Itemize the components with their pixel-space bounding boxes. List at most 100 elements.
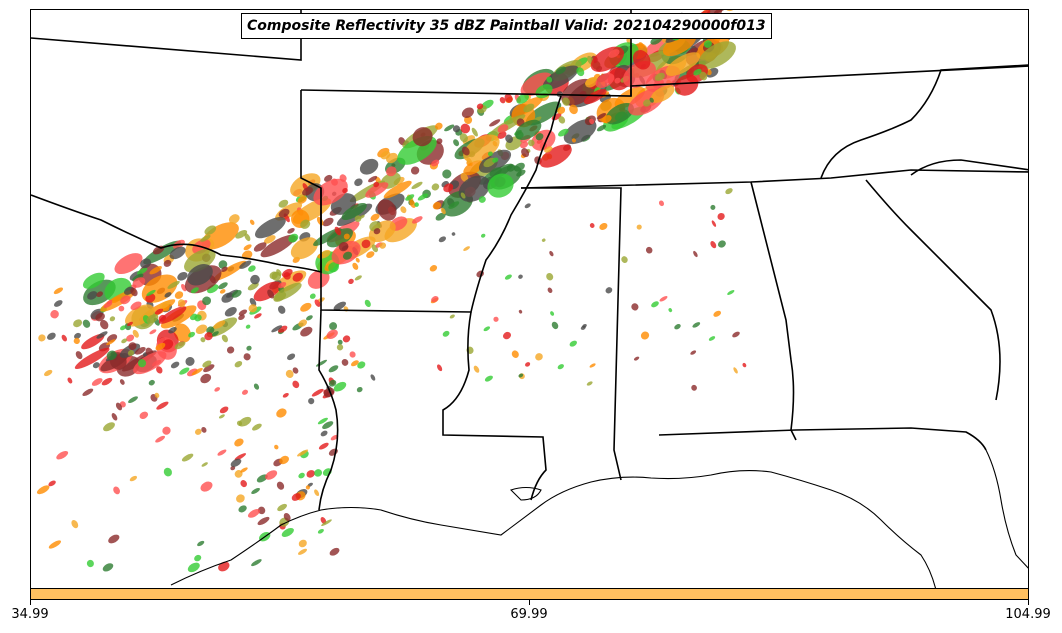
reflectivity-paintball-layer: [36, 10, 747, 573]
paintball-blob: [693, 68, 702, 76]
paintball-blob: [130, 287, 138, 297]
paintball-blob: [224, 307, 237, 317]
paintball-blob: [354, 275, 362, 281]
paintball-blob: [140, 258, 152, 269]
state-border: [521, 187, 622, 481]
paintball-blob: [520, 72, 553, 97]
paintball-blob: [412, 216, 423, 224]
paintball-blob: [200, 337, 206, 343]
paintball-blob: [67, 377, 73, 384]
paintball-blob: [431, 183, 440, 191]
paintball-blob: [585, 77, 598, 88]
paintball-blob: [333, 381, 347, 392]
paintball-blob: [638, 42, 644, 49]
paintball-blob: [302, 186, 313, 196]
paintball-blob: [213, 260, 247, 281]
paintball-blob: [305, 485, 310, 490]
paintball-blob: [200, 373, 212, 384]
paintball-blob: [383, 180, 412, 199]
paintball-blob: [86, 559, 94, 568]
state-border: [31, 90, 322, 274]
paintball-blob: [96, 331, 108, 339]
paintball-blob: [282, 392, 289, 398]
paintball-blob: [143, 240, 182, 265]
paintball-blob: [254, 313, 262, 319]
paintball-blob: [211, 331, 219, 337]
paintball-blob: [633, 356, 640, 361]
paintball-blob: [524, 203, 531, 209]
paintball-blob: [245, 324, 251, 329]
paintball-blob: [82, 272, 105, 289]
map-title: Composite Reflectivity 35 dBZ Paintball …: [241, 13, 772, 39]
paintball-blob: [466, 346, 474, 354]
paintball-blob: [614, 86, 645, 109]
paintball-blob: [111, 413, 118, 421]
paintball-blob: [690, 350, 697, 355]
paintball-blob: [370, 213, 380, 221]
paintball-blob: [665, 52, 701, 76]
paintball-blob: [557, 364, 564, 370]
paintball-blob: [151, 359, 162, 367]
paintball-blob: [650, 85, 675, 103]
paintball-blob: [118, 305, 125, 312]
paintball-blob: [373, 228, 381, 235]
paintball-blob: [154, 308, 164, 315]
paintball-blob: [221, 334, 229, 343]
paintball-blob: [47, 332, 56, 340]
colorbar-tick: [30, 600, 31, 605]
paintball-blob: [129, 475, 138, 482]
paintball-blob: [342, 187, 348, 194]
paintball-blob: [329, 322, 338, 331]
paintball-blob: [717, 213, 725, 220]
paintball-blob: [589, 118, 595, 125]
paintball-blob: [132, 273, 144, 282]
paintball-blob: [271, 325, 283, 333]
paintball-blob: [361, 239, 371, 249]
paintball-blob: [218, 260, 228, 269]
paintball-blob: [435, 122, 443, 130]
paintball-blob: [329, 547, 340, 556]
paintball-blob: [710, 204, 716, 210]
paintball-blob: [130, 301, 142, 311]
paintball-blob: [444, 124, 455, 132]
paintball-blob: [328, 365, 339, 373]
paintball-blob: [379, 242, 387, 249]
paintball-blob: [487, 151, 493, 157]
paintball-blob: [204, 332, 213, 341]
paintball-blob: [542, 65, 579, 90]
paintball-blob: [191, 368, 203, 376]
paintball-blob: [521, 148, 530, 158]
paintball-blob: [596, 112, 607, 120]
paintball-blob: [324, 174, 333, 182]
paintball-blob: [279, 455, 289, 465]
paintball-blob: [134, 346, 146, 355]
paintball-blob: [278, 199, 289, 208]
paintball-blob: [550, 311, 555, 316]
paintball-blob: [253, 383, 260, 390]
paintball-blob: [668, 308, 673, 313]
paintball-blob: [319, 249, 331, 259]
paintball-blob: [155, 435, 166, 443]
paintball-blob: [194, 428, 202, 435]
paintball-blob: [174, 341, 186, 350]
paintball-blob: [377, 199, 397, 221]
paintball-blob: [73, 337, 80, 344]
paintball-blob: [218, 282, 228, 290]
paintball-blob: [368, 175, 378, 183]
paintball-blob: [539, 144, 572, 168]
paintball-blob: [432, 201, 442, 210]
paintball-blob: [200, 234, 211, 242]
paintball-blob: [234, 453, 247, 461]
paintball-blob: [239, 260, 252, 269]
paintball-blob: [298, 319, 308, 327]
paintball-blob: [549, 250, 554, 257]
paintball-blob: [608, 49, 620, 58]
paintball-blob: [343, 233, 350, 240]
paintball-blob: [201, 427, 207, 433]
paintball-blob: [306, 315, 313, 321]
paintball-blob: [221, 292, 234, 303]
paintball-blob: [113, 486, 120, 495]
paintball-blob: [503, 331, 511, 340]
paintball-blob: [583, 88, 607, 105]
paintball-blob: [411, 181, 423, 190]
